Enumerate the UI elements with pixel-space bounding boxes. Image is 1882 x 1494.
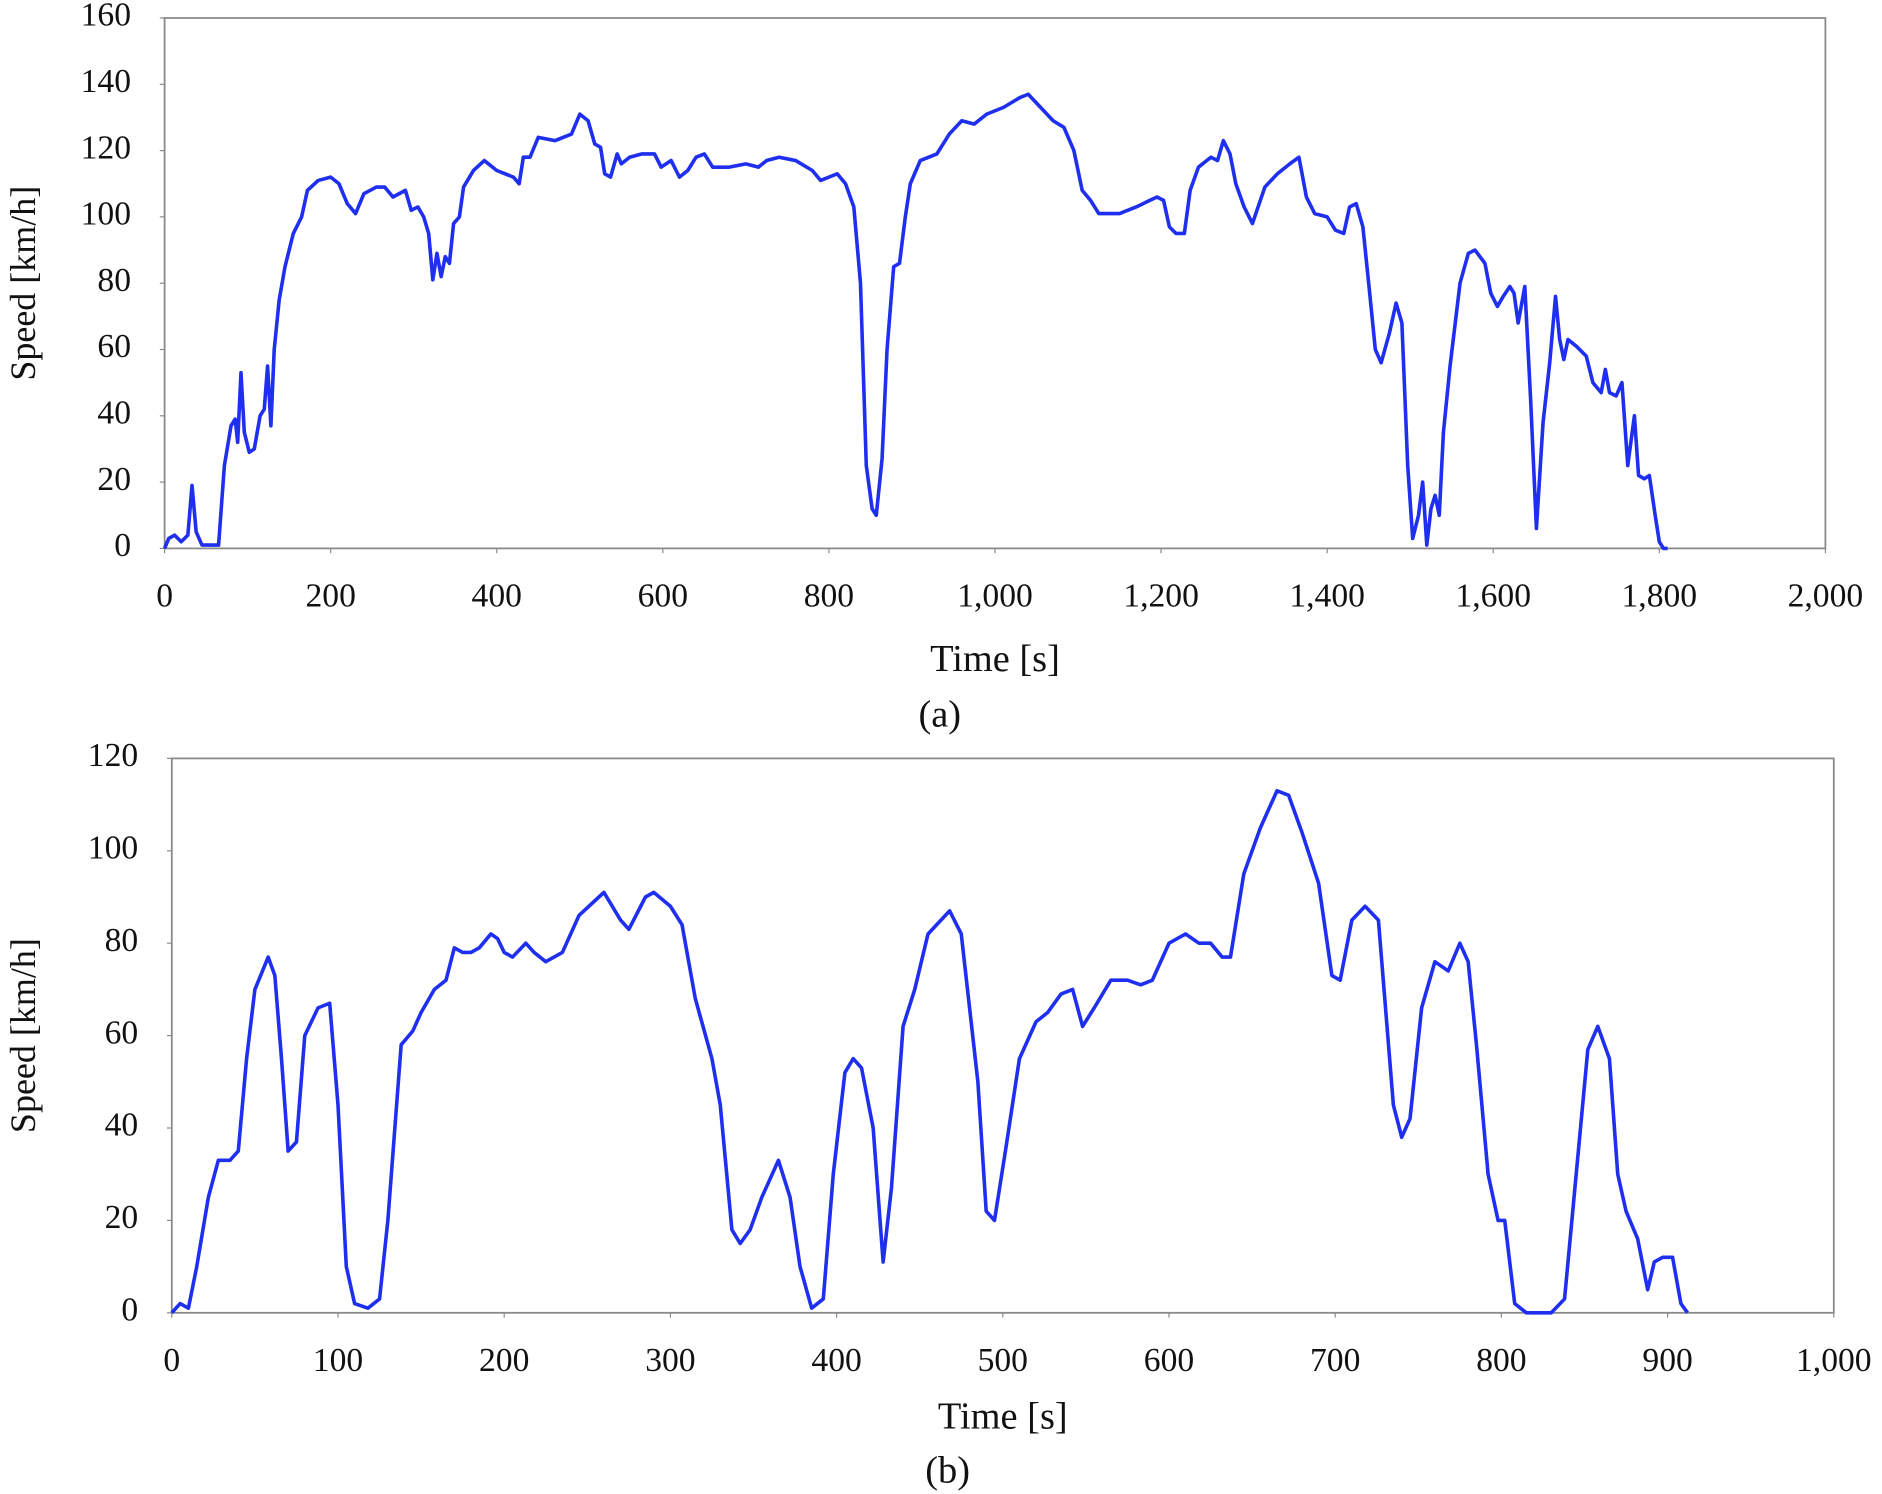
y-tick-label: 20	[105, 1199, 139, 1236]
y-tick-label: 100	[88, 830, 138, 867]
y-tick-label: 60	[105, 1014, 139, 1051]
y-axis-label: Speed [km/h]	[3, 938, 43, 1133]
y-tick-label: 100	[81, 196, 131, 233]
y-tick-label: 120	[81, 129, 131, 166]
x-axis-label: Time [s]	[930, 638, 1060, 680]
x-tick-label: 700	[1310, 1342, 1360, 1379]
x-tick-label: 800	[1476, 1342, 1526, 1379]
y-tick-label: 0	[114, 527, 131, 564]
x-axis-label: Time [s]	[938, 1395, 1068, 1437]
x-tick-label: 400	[472, 578, 522, 615]
x-tick-label: 1,200	[1123, 578, 1199, 615]
y-tick-label: 120	[88, 737, 138, 774]
y-tick-label: 140	[81, 63, 131, 100]
caption: (a)	[918, 693, 961, 735]
y-tick-label: 60	[97, 328, 131, 365]
x-tick-label: 1,600	[1455, 578, 1531, 615]
y-tick-label: 0	[121, 1292, 138, 1329]
y-tick-label: 40	[97, 395, 131, 432]
y-tick-label: 160	[81, 0, 131, 34]
speed-line	[162, 92, 1668, 551]
x-tick-label: 800	[804, 578, 854, 615]
x-tick-label: 600	[638, 578, 688, 615]
x-tick-label: 200	[305, 578, 355, 615]
x-tick-label: 500	[978, 1342, 1028, 1379]
caption: (b)	[925, 1449, 970, 1491]
y-axis-label: Speed [km/h]	[3, 186, 43, 381]
y-tick-label: 80	[105, 922, 139, 959]
x-tick-label: 900	[1642, 1342, 1692, 1379]
x-tick-label: 300	[645, 1342, 695, 1379]
y-tick-label: 40	[105, 1107, 139, 1144]
x-tick-label: 2,000	[1788, 578, 1864, 615]
x-tick-label: 1,400	[1289, 578, 1365, 615]
x-tick-label: 0	[156, 578, 173, 615]
x-tick-label: 1,000	[1796, 1342, 1872, 1379]
y-tick-label: 80	[97, 262, 131, 299]
y-tick-label: 20	[97, 461, 131, 498]
x-tick-label: 1,000	[957, 578, 1033, 615]
x-tick-label: 100	[313, 1342, 363, 1379]
x-tick-label: 400	[811, 1342, 861, 1379]
x-tick-label: 600	[1144, 1342, 1194, 1379]
speed-line	[170, 788, 1690, 1315]
x-tick-label: 1,800	[1622, 578, 1698, 615]
x-tick-label: 200	[479, 1342, 529, 1379]
x-tick-label: 0	[163, 1342, 180, 1379]
